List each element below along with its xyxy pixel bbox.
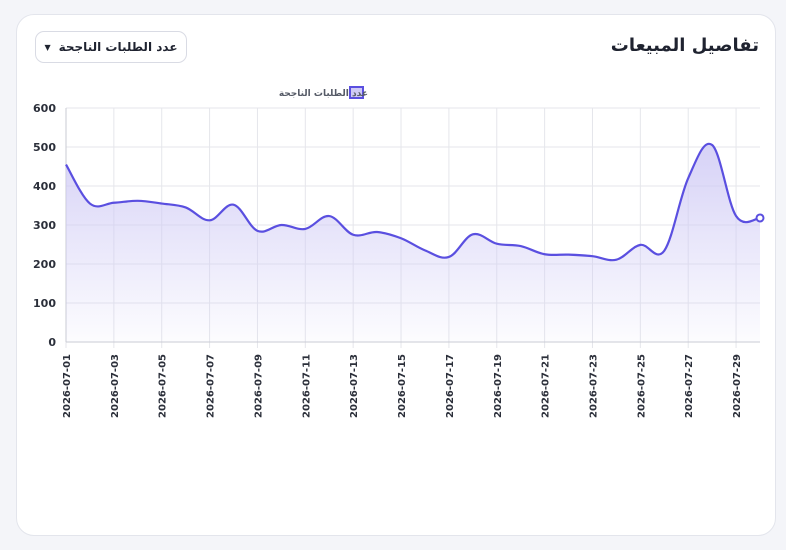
y-tick-label: 300 <box>33 219 56 232</box>
legend-label: عدد الطلبات الناجحة <box>279 89 368 99</box>
y-tick-label: 200 <box>33 258 56 271</box>
card-title: تفاصيل المبيعات <box>610 35 759 56</box>
x-tick-label: 2026-07-17 <box>445 354 456 418</box>
series-line <box>65 142 761 262</box>
x-tick-label: 2026-07-05 <box>158 354 169 418</box>
legend-swatch <box>349 86 364 99</box>
x-tick-label: 2026-07-29 <box>732 354 743 418</box>
x-tick-label: 2026-07-25 <box>636 354 647 418</box>
y-tick-label: 600 <box>33 102 56 115</box>
x-tick-label: 2026-07-15 <box>397 354 408 418</box>
x-tick-label: 2026-07-09 <box>253 354 264 418</box>
x-tick-label: 2026-07-21 <box>541 354 552 418</box>
last-data-point <box>755 213 765 223</box>
x-tick-label: 2026-07-01 <box>62 354 73 418</box>
metric-dropdown-label: عدد الطلبات الناجحة <box>58 40 178 54</box>
chart-series <box>65 142 765 342</box>
y-tick-label: 500 <box>33 141 56 154</box>
x-tick-label: 2026-07-27 <box>684 354 695 418</box>
x-tick-label: 2026-07-11 <box>301 354 312 418</box>
x-tick-label: 2026-07-23 <box>588 354 599 418</box>
x-tick-label: 2026-07-13 <box>349 354 360 418</box>
y-tick-label: 400 <box>33 180 56 193</box>
chart-legend: عدد الطلبات الناجحة <box>279 86 368 99</box>
x-tick-label: 2026-07-19 <box>493 354 504 418</box>
series-area <box>66 143 760 342</box>
y-tick-label: 0 <box>48 336 56 349</box>
x-tick-label: 2026-07-07 <box>206 354 217 418</box>
metric-dropdown[interactable]: ▼ عدد الطلبات الناجحة <box>35 31 187 63</box>
y-tick-label: 100 <box>33 297 56 310</box>
caret-down-icon: ▼ <box>44 42 51 52</box>
x-tick-label: 2026-07-03 <box>110 354 121 418</box>
